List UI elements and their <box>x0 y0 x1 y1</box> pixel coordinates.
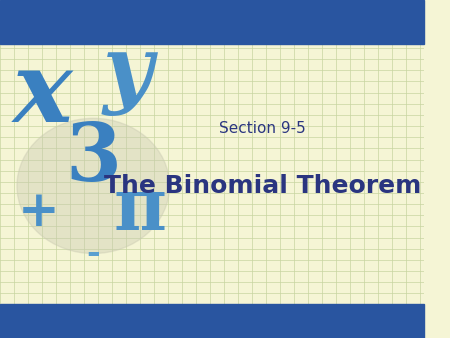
Ellipse shape <box>17 118 170 254</box>
Text: x: x <box>13 46 72 143</box>
Text: -: - <box>86 237 100 270</box>
Bar <box>0 304 424 338</box>
Text: π: π <box>113 174 166 245</box>
Text: The Binomial Theorem: The Binomial Theorem <box>104 174 422 198</box>
Text: 3: 3 <box>65 120 121 198</box>
Text: y: y <box>102 32 152 116</box>
Text: +: + <box>17 189 59 237</box>
Text: Section 9-5: Section 9-5 <box>220 121 306 136</box>
Bar <box>0 0 424 44</box>
